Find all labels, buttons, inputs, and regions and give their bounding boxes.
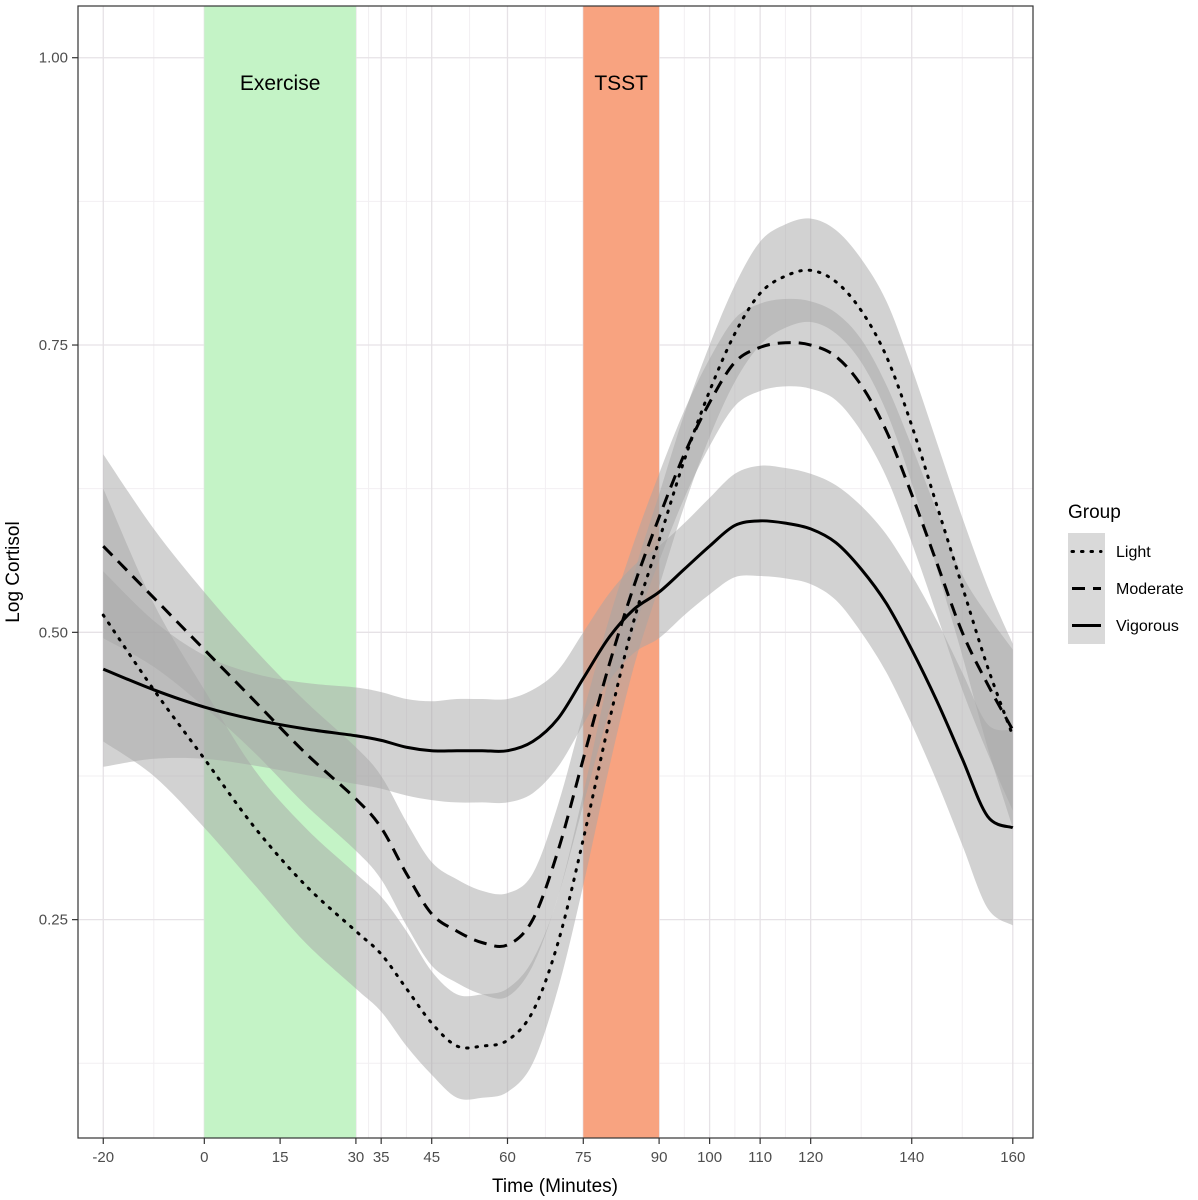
- y-tick-label: 0.50: [39, 624, 68, 641]
- ci-ribbon-moderate: [103, 298, 1013, 999]
- y-tick-label: 1.00: [39, 50, 68, 67]
- series-line-vigorous: [102, 519, 1014, 830]
- x-tick-label: 160: [1000, 1149, 1025, 1166]
- x-tick-label: 35: [373, 1149, 390, 1166]
- x-tick-label: 75: [575, 1149, 592, 1166]
- band-label-tsst: TSST: [594, 72, 648, 95]
- x-tick-label: 140: [899, 1149, 924, 1166]
- x-tick-label: 110: [748, 1149, 772, 1166]
- confidence-ribbons: [103, 218, 1013, 1100]
- ci-ribbon-light: [103, 218, 1013, 1100]
- x-tick-label: 120: [798, 1149, 823, 1166]
- series-lines: [101, 268, 1015, 1050]
- band-label-exercise: Exercise: [240, 72, 321, 95]
- x-tick-label: 15: [272, 1149, 289, 1166]
- ci-ribbon-vigorous: [103, 465, 1013, 926]
- x-tick-label: 100: [697, 1149, 722, 1166]
- legend-label-light: Light: [1116, 544, 1151, 561]
- x-tick-label: 0: [200, 1149, 208, 1166]
- y-tick-label: 0.25: [39, 912, 68, 929]
- legend-label-moderate: Moderate: [1116, 581, 1184, 598]
- x-axis-title: Time (Minutes): [492, 1176, 618, 1197]
- x-axis: -20 0 15 30 35 45 60 75 90 100 110 120 140 160: [92, 1138, 1025, 1166]
- y-axis: 0.25 0.50 0.75 1.00: [39, 50, 78, 929]
- legend: Group Light Moderate Vigorous: [1068, 502, 1184, 644]
- y-axis-title: Log Cortisol: [3, 521, 24, 622]
- y-tick-label: 0.75: [39, 337, 68, 354]
- x-tick-label: 45: [423, 1149, 440, 1166]
- x-tick-label: 30: [348, 1149, 365, 1166]
- legend-label-vigorous: Vigorous: [1116, 618, 1179, 635]
- series-line-moderate: [102, 341, 1015, 949]
- panel-border: [77, 5, 1034, 1139]
- x-tick-label: -20: [92, 1149, 114, 1166]
- x-tick-label: 60: [499, 1149, 516, 1166]
- legend-title: Group: [1068, 502, 1121, 523]
- x-tick-label: 90: [651, 1149, 668, 1166]
